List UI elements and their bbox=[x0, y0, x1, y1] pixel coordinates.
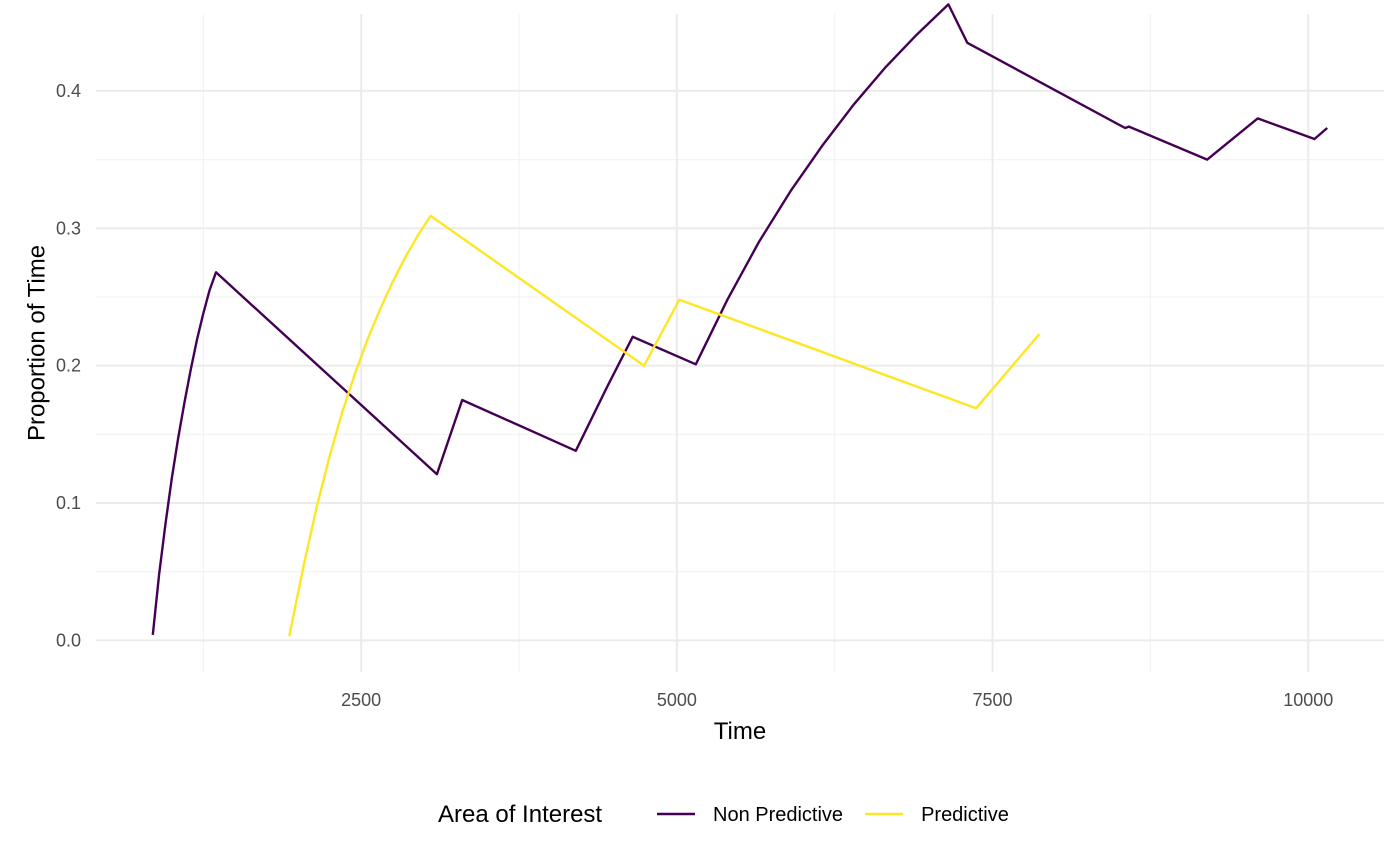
y-tick-label: 0.4 bbox=[56, 81, 81, 101]
x-tick-label: 5000 bbox=[657, 690, 697, 710]
y-tick-label: 0.3 bbox=[56, 218, 81, 238]
x-tick-label: 7500 bbox=[973, 690, 1013, 710]
y-tick-label: 0.0 bbox=[56, 630, 81, 650]
legend-label: Predictive bbox=[921, 804, 1009, 826]
legend: Area of Interest Non Predictive Predictiv… bbox=[438, 801, 1009, 828]
series-line-predictive bbox=[288, 214, 1041, 637]
series-lines bbox=[151, 3, 1328, 637]
legend-items: Non Predictive Predictive bbox=[657, 804, 1009, 826]
legend-title: Area of Interest bbox=[438, 801, 602, 828]
major-gridlines bbox=[96, 14, 1384, 672]
legend-label: Non Predictive bbox=[713, 804, 843, 826]
y-tick-label: 0.1 bbox=[56, 493, 81, 513]
y-axis-tick-labels: 0.0 0.1 0.2 0.3 0.4 bbox=[56, 81, 81, 650]
x-tick-label: 10000 bbox=[1283, 690, 1333, 710]
y-axis-title: Proportion of Time bbox=[23, 245, 50, 441]
x-tick-label: 2500 bbox=[341, 690, 381, 710]
series-line-non-predictive bbox=[151, 3, 1328, 636]
minor-gridlines bbox=[96, 14, 1384, 672]
y-tick-label: 0.2 bbox=[56, 356, 81, 376]
x-axis-tick-labels: 2500 5000 7500 10000 bbox=[341, 690, 1333, 710]
x-axis-title: Time bbox=[714, 718, 766, 745]
